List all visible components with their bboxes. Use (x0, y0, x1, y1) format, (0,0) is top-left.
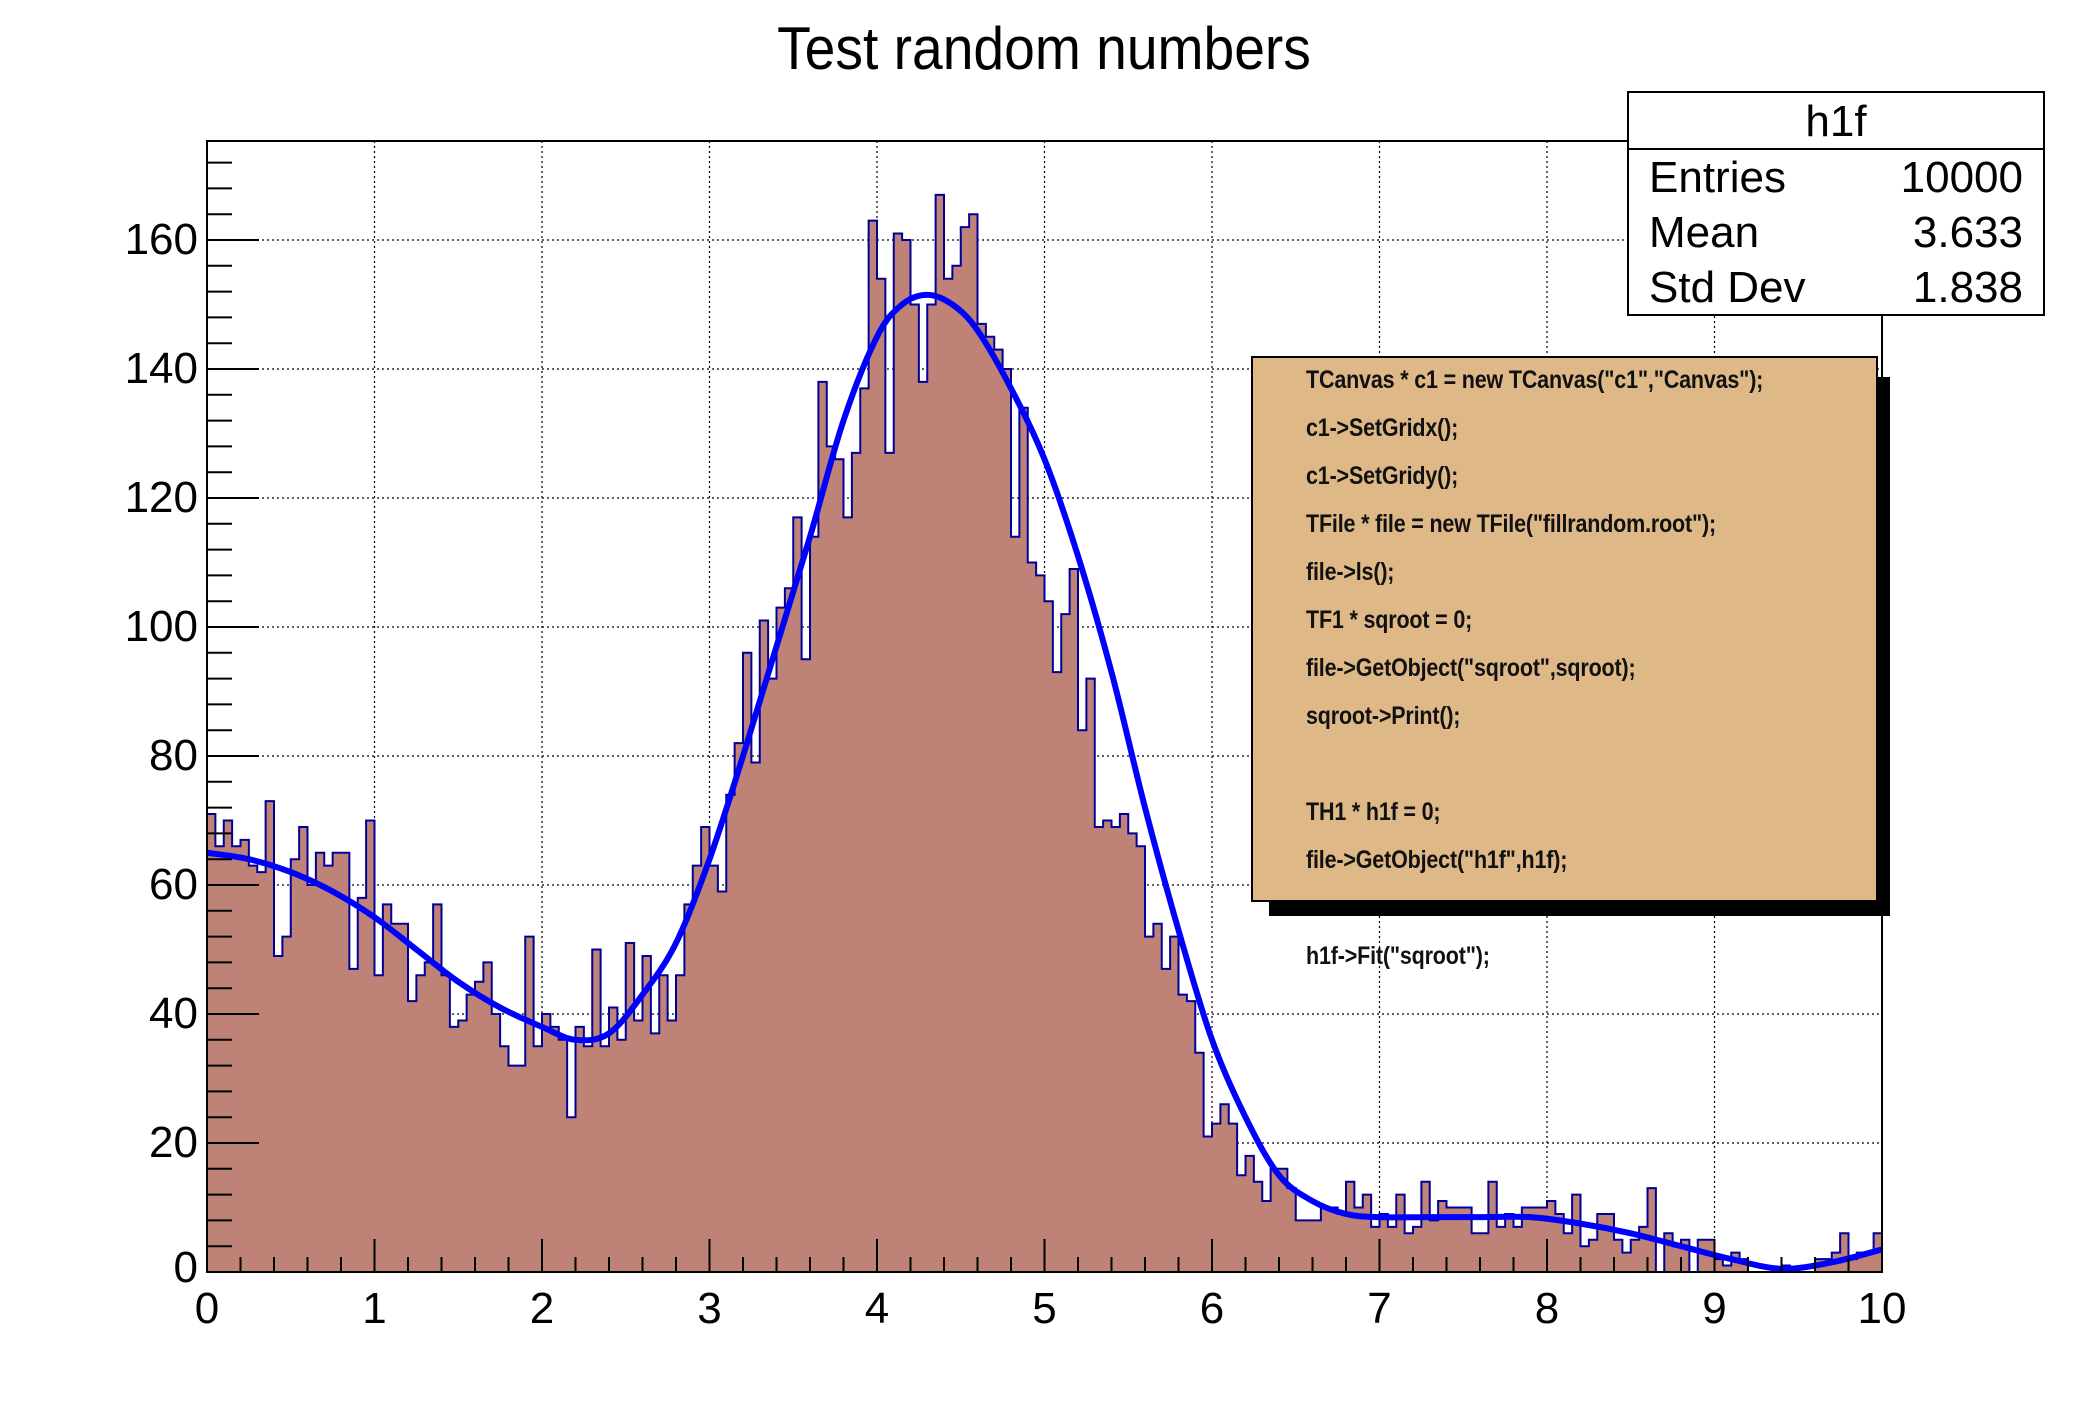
y-tick-label: 40 (149, 989, 198, 1038)
x-tick-label: 4 (864, 1284, 890, 1333)
stats-row-stddev: Std Dev 1.838 (1629, 260, 2043, 315)
code-annotation-box[interactable]: TCanvas * c1 = new TCanvas("c1","Canvas"… (1251, 356, 1878, 970)
x-tick-label: 2 (529, 1284, 555, 1333)
code-line: c1->SetGridy(); (1306, 462, 1459, 490)
y-tick-label: 120 (124, 473, 198, 522)
y-tick-label: 20 (149, 1118, 198, 1167)
code-line: TCanvas * c1 = new TCanvas("c1","Canvas"… (1306, 366, 1764, 394)
stats-title: h1f (1629, 93, 2043, 150)
code-line: TF1 * sqroot = 0; (1306, 606, 1473, 634)
y-tick-label: 60 (149, 860, 198, 909)
stats-value: 1.838 (1912, 263, 2023, 312)
x-tick-label: 5 (1032, 1284, 1057, 1333)
stats-label: Entries (1649, 153, 1786, 202)
stats-row-mean: Mean 3.633 (1629, 205, 2043, 260)
histogram-outline (206, 193, 1883, 1273)
x-tick-label: 9 (1702, 1284, 1727, 1333)
x-tick-label: 7 (1367, 1284, 1392, 1333)
code-line: file->GetObject("h1f",h1f); (1306, 846, 1568, 874)
code-line: h1f->Fit("sqroot"); (1306, 942, 1490, 970)
y-tick-label: 160 (124, 215, 198, 264)
y-tick-label: 100 (124, 602, 198, 651)
x-tick-label: 3 (697, 1284, 722, 1333)
chart-title: Test random numbers (777, 15, 1311, 82)
code-line: c1->SetGridx(); (1306, 414, 1459, 442)
code-line: file->ls(); (1306, 558, 1395, 586)
stats-value: 3.633 (1912, 208, 2023, 257)
stats-box[interactable]: h1f Entries 10000 Mean 3.633 Std Dev 1.8… (1627, 91, 2045, 316)
x-tick-label: 8 (1534, 1284, 1560, 1333)
code-line: TH1 * h1f = 0; (1306, 798, 1441, 826)
histogram-bars (207, 194, 1883, 1273)
stats-label: Std Dev (1649, 263, 1806, 312)
y-tick-label: 140 (124, 344, 198, 393)
code-line: sqroot->Print(); (1306, 702, 1461, 730)
stats-value: 10000 (1900, 153, 2023, 202)
x-tick-label: 1 (362, 1284, 387, 1333)
x-tick-label: 0 (194, 1284, 220, 1333)
stats-label: Mean (1649, 208, 1760, 257)
y-tick-label: 80 (149, 731, 198, 780)
x-tick-label: 10 (1857, 1284, 1907, 1333)
fit-curve (206, 291, 1883, 1272)
stats-row-entries: Entries 10000 (1629, 150, 2043, 205)
x-tick-label: 6 (1199, 1284, 1225, 1333)
code-line: TFile * file = new TFile("fillrandom.roo… (1306, 510, 1717, 538)
axis-ticks (206, 161, 1883, 1273)
y-tick-label: 0 (173, 1243, 198, 1292)
code-line: file->GetObject("sqroot",sqroot); (1306, 654, 1636, 682)
